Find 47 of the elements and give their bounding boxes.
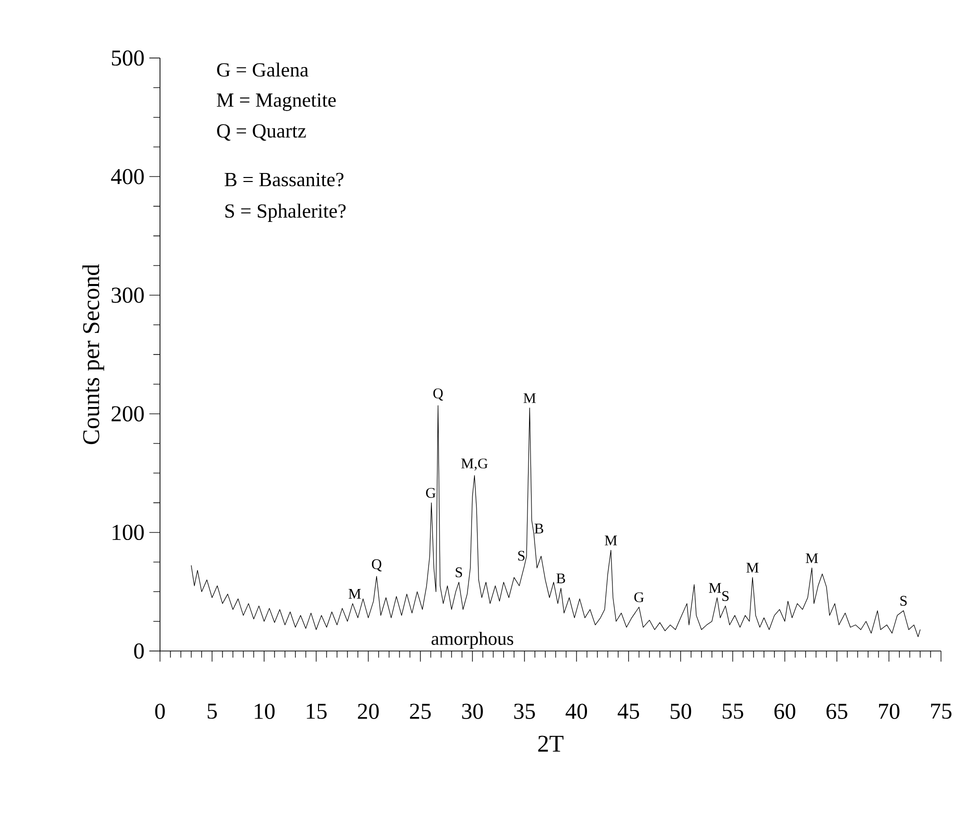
x-tick-label: 50 — [670, 704, 692, 720]
annotation: S — [456, 567, 462, 578]
annotation: M,G — [461, 458, 488, 471]
y-tick-label: 100 — [112, 524, 144, 540]
annotation: S = Sphalerite? — [225, 204, 346, 222]
annotation: S — [518, 550, 524, 561]
x-tick-label: 25 — [410, 704, 431, 719]
annotation: Q = Quartz — [217, 124, 306, 141]
y-axis-title: Counts per Second — [82, 264, 104, 444]
annotation: B — [534, 524, 544, 534]
x-tick-label: 15 — [306, 704, 327, 719]
y-tick-label: 500 — [112, 50, 144, 66]
x-tick-label: 70 — [879, 704, 900, 720]
x-tick-label: 0 — [155, 704, 165, 720]
y-tick-label: 0 — [134, 643, 144, 659]
x-tick-label: 20 — [358, 704, 379, 720]
x-tick-label: 65 — [826, 704, 848, 719]
annotation: B = Bassanite? — [224, 172, 344, 186]
annotation: M — [806, 553, 818, 564]
y-tick-label: 400 — [111, 168, 144, 184]
annotation: M — [604, 536, 617, 546]
annotation: S — [722, 591, 729, 601]
annotation: M = Magnetite — [216, 93, 336, 111]
x-axis-title: 2T — [538, 736, 564, 752]
annotation: G — [426, 488, 436, 498]
annotation: Q — [372, 559, 382, 572]
y-tick-label: 300 — [112, 288, 144, 303]
annotation: G = Galena — [217, 62, 308, 77]
x-tick-label: 35 — [514, 704, 535, 719]
annotation: M — [348, 589, 361, 599]
annotation: B — [556, 574, 566, 584]
annotation: amorphous — [432, 632, 514, 649]
annotation: S — [900, 596, 907, 606]
x-tick-label: 60 — [774, 704, 796, 720]
annotation: M — [708, 583, 722, 593]
x-tick-label: 40 — [566, 704, 588, 720]
x-tick-label: 75 — [931, 704, 952, 719]
x-tick-label: 55 — [722, 704, 744, 719]
x-tick-label: 45 — [618, 704, 640, 719]
annotation: Q — [433, 388, 444, 401]
annotation: G — [634, 592, 644, 602]
annotation: M — [524, 393, 536, 403]
x-tick-label: 10 — [254, 704, 275, 720]
y-tick-label: 200 — [112, 406, 144, 422]
annotation: M — [746, 562, 759, 573]
x-tick-label: 5 — [208, 704, 217, 719]
x-tick-label: 30 — [462, 704, 483, 720]
